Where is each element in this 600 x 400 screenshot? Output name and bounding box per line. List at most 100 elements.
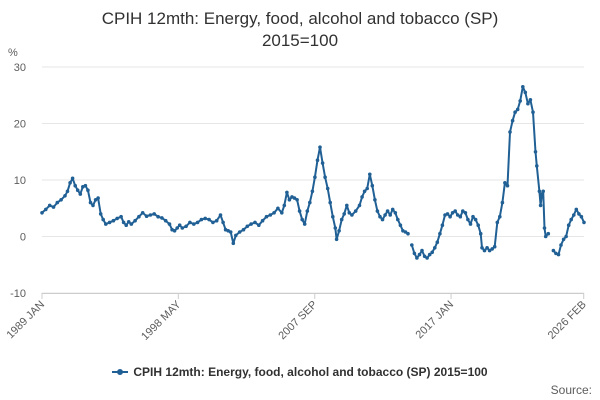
data-point [172, 229, 177, 233]
legend[interactable]: CPIH 12mth: Energy, food, alcohol and to… [0, 365, 600, 379]
data-point [448, 214, 452, 219]
data-point [412, 251, 417, 256]
data-point [68, 181, 72, 185]
data-point [538, 203, 543, 208]
data-point [325, 186, 330, 191]
data-point [458, 214, 463, 219]
data-point [315, 158, 320, 162]
data-point [417, 252, 422, 257]
data-point [574, 207, 579, 212]
data-point [237, 230, 242, 234]
data-point [333, 226, 338, 230]
data-point [572, 213, 576, 217]
data-point [542, 226, 547, 230]
data-point [297, 209, 302, 213]
gridlines [42, 66, 584, 294]
data-point [234, 233, 238, 238]
data-point [533, 150, 538, 154]
data-point [480, 246, 484, 250]
data-point [559, 243, 563, 247]
data-point [368, 172, 372, 177]
data-point [466, 217, 470, 222]
data-point [543, 234, 548, 239]
data-point [528, 98, 533, 102]
x-tick-label: 2017 JAN [414, 299, 457, 342]
y-tick-label: 10 [14, 175, 26, 187]
y-axis-ticks: -10 0 10 20 30 [10, 62, 26, 300]
data-point [192, 222, 196, 226]
data-point [221, 220, 225, 225]
data-point [378, 214, 382, 219]
data-point [65, 189, 70, 194]
data-point [537, 189, 542, 194]
data-point [347, 211, 352, 215]
data-point [582, 220, 586, 225]
data-point [350, 213, 354, 217]
data-point [450, 211, 455, 215]
data-point [310, 189, 315, 194]
data-point [47, 203, 52, 208]
data-point [435, 240, 440, 244]
data-point [119, 214, 123, 219]
data-point [63, 194, 67, 198]
data-point [577, 212, 581, 216]
data-point [513, 110, 517, 114]
data-point [188, 220, 192, 225]
y-tick-label: 20 [14, 119, 26, 131]
data-point [253, 220, 257, 225]
data-point [461, 209, 465, 213]
data-point [500, 200, 505, 205]
data-point [264, 214, 269, 219]
data-point [124, 223, 128, 227]
data-point [144, 214, 149, 218]
data-point [51, 205, 56, 209]
data-point [546, 231, 551, 236]
data-point [101, 217, 105, 222]
data-point [526, 101, 530, 106]
data-point [433, 246, 437, 250]
data-point [473, 217, 478, 222]
data-point [70, 176, 75, 181]
data-point [86, 188, 90, 192]
data-point [59, 198, 63, 202]
data-point [342, 212, 347, 216]
data-point [203, 216, 207, 221]
y-axis-unit-label: % [8, 47, 18, 59]
data-point [498, 214, 502, 219]
data-point [280, 211, 284, 215]
data-point [561, 237, 566, 242]
legend-marker-icon [112, 368, 129, 375]
data-point [73, 183, 77, 188]
data-point [231, 241, 236, 246]
data-point [96, 196, 100, 200]
data-point [508, 130, 512, 134]
data-point [167, 222, 172, 226]
data-point [126, 220, 131, 224]
chart-title-line2: 2015=100 [261, 31, 339, 50]
data-point [365, 186, 370, 191]
legend-label: CPIH 12mth: Energy, food, alcohol and to… [133, 365, 488, 379]
x-tick-label: 1998 MAY [139, 298, 184, 343]
series-line-segment [410, 85, 550, 259]
x-tick-label: 2007 SEP [276, 299, 320, 343]
data-point [88, 200, 93, 205]
series-line-segment [552, 208, 585, 256]
data-point [75, 188, 80, 192]
data-point [241, 227, 246, 232]
data-point [337, 229, 341, 233]
data-point [360, 195, 364, 199]
data-point [487, 248, 492, 253]
data-point [510, 118, 515, 123]
x-tick-label: 2026 FEB [546, 299, 589, 342]
data-point [272, 211, 276, 215]
data-point [579, 214, 584, 219]
data-point [129, 222, 134, 226]
data-point [305, 209, 310, 213]
data-point [320, 161, 325, 165]
y-tick-label: 30 [14, 62, 26, 74]
data-point [137, 214, 141, 219]
data-point [380, 217, 385, 222]
data-point [482, 248, 487, 253]
series-layer [40, 85, 586, 260]
